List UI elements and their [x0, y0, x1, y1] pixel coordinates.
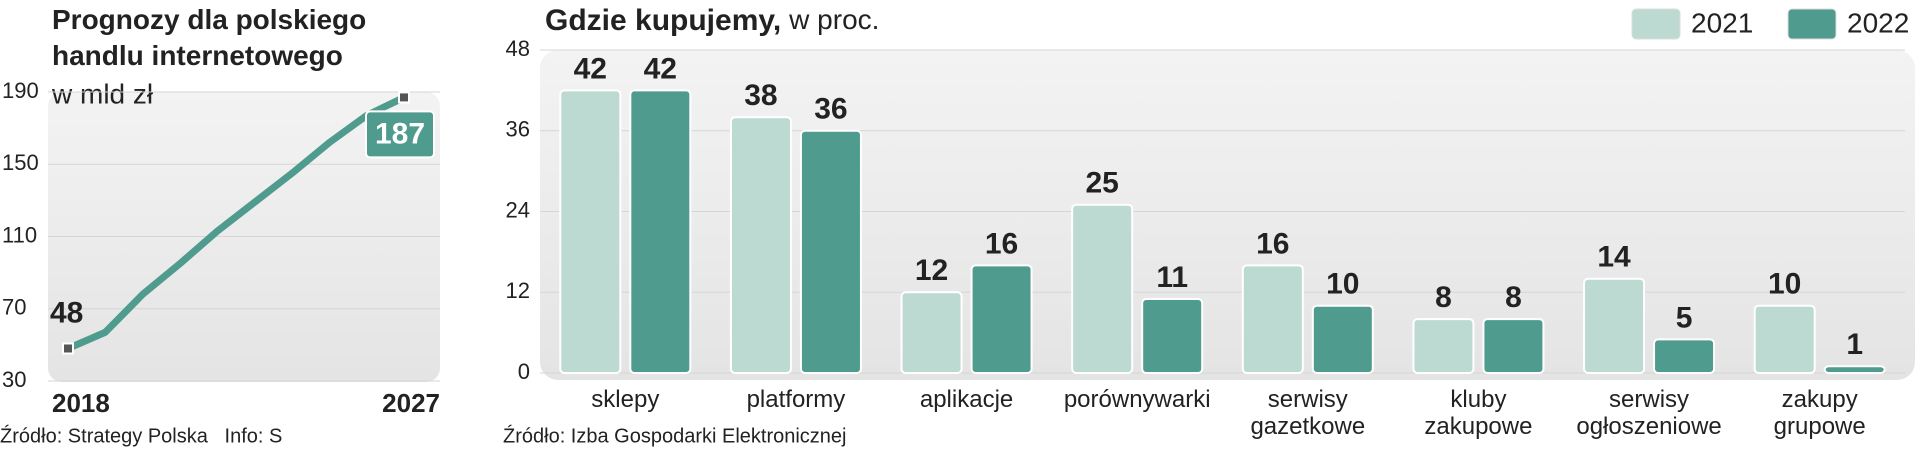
- chart-title: Gdzie kupujemy, w proc.: [545, 4, 879, 37]
- title: Gdzie kupujemy,: [545, 4, 781, 37]
- bar: [1141, 297, 1204, 374]
- value-label: 10: [1768, 268, 1801, 301]
- x-tick-label: serwisy gazetkowe: [1250, 386, 1366, 440]
- value-label: 16: [985, 227, 1018, 260]
- point-marker: [62, 342, 74, 355]
- x-tick-label: serwisy ogłoszeniowe: [1576, 386, 1722, 440]
- subtitle: w proc.: [788, 4, 879, 35]
- value-label-box: [365, 110, 435, 159]
- value-label: 5: [1676, 301, 1693, 334]
- bar: [1311, 304, 1374, 375]
- x-tick-label: 2018: [52, 388, 110, 418]
- value-label: 42: [644, 52, 677, 85]
- bar: [629, 89, 692, 374]
- y-tick-label: 48: [506, 36, 530, 61]
- y-tick-label: 24: [506, 197, 530, 222]
- y-tick-label: 30: [2, 367, 26, 392]
- plot-background: [540, 50, 1915, 380]
- value-label: 16: [1256, 227, 1289, 260]
- value-label: 8: [1435, 281, 1452, 314]
- y-tick-label: 0: [518, 359, 530, 384]
- x-tick-label: 2027: [382, 388, 440, 418]
- legend-label: 2021: [1691, 7, 1753, 38]
- value-label: 11: [1156, 261, 1188, 294]
- y-tick-label: 70: [2, 295, 26, 320]
- x-tick-label: porównywarki: [1063, 386, 1211, 413]
- value-label: 8: [1505, 281, 1522, 314]
- bar: [1753, 304, 1816, 375]
- bar: [900, 291, 963, 374]
- value-label: 10: [1326, 268, 1359, 301]
- y-tick-label: 12: [506, 278, 530, 303]
- legend-swatch: [1787, 8, 1837, 40]
- chart-title: Prognozy dla polskiego handlu internetowe…: [52, 4, 366, 71]
- value-label: 42: [574, 52, 607, 85]
- bar: [1241, 264, 1304, 375]
- bar: [1412, 318, 1475, 374]
- bar: [1823, 365, 1886, 375]
- y-tick-label: 110: [2, 222, 37, 247]
- bar: [1071, 203, 1134, 374]
- x-tick-label: aplikacje: [919, 386, 1014, 413]
- source: Źródło: Strategy Polska Info: S: [0, 424, 282, 447]
- value-label: 36: [814, 93, 847, 126]
- value-label: 48: [50, 296, 83, 329]
- source: Źródło: Izba Gospodarki Elektronicznej: [503, 424, 847, 447]
- value-label: 25: [1086, 167, 1119, 200]
- value-label: 14: [1597, 241, 1631, 274]
- bar: [559, 89, 622, 374]
- x-tick-label: platformy: [746, 386, 846, 413]
- title-line: Prognozy dla polskiego: [52, 4, 366, 35]
- value-label: 12: [915, 254, 948, 287]
- line: [66, 94, 406, 352]
- value-label: 187: [375, 117, 425, 150]
- legend-swatch: [1631, 8, 1681, 40]
- value-label: 1: [1846, 328, 1863, 361]
- bar: [1653, 338, 1716, 374]
- y-tick-label: 36: [506, 117, 530, 142]
- bar: [970, 264, 1033, 375]
- y-tick-label: 150: [2, 150, 39, 175]
- x-tick-label: zakupy grupowe: [1773, 386, 1866, 440]
- title-line: handlu internetowego: [52, 40, 343, 71]
- point-marker: [398, 91, 410, 104]
- bar: [729, 116, 792, 374]
- x-tick-label: sklepy: [591, 386, 660, 413]
- chart-subtitle: w mld zł: [51, 78, 154, 109]
- legend-label: 2022: [1847, 7, 1909, 38]
- x-tick-label: kluby zakupowe: [1424, 386, 1533, 440]
- bar: [1583, 277, 1646, 374]
- y-tick-label: 190: [2, 78, 39, 103]
- bar: [799, 129, 862, 374]
- bar: [1482, 318, 1545, 374]
- value-label: 38: [744, 79, 777, 112]
